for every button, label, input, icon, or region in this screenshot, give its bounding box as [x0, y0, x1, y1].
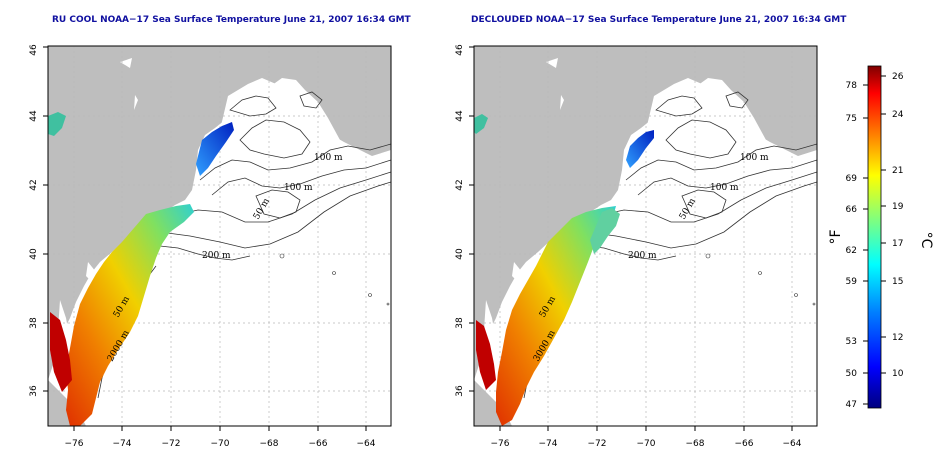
- contour-label: 100 m: [740, 153, 769, 163]
- contour-label: 100 m: [710, 183, 739, 193]
- y-tick-label: 42: [455, 179, 465, 190]
- celsius-tick: 26: [892, 72, 904, 82]
- left-map-panel: 100 m 100 m 50 m 200 m 50 m 2000 m RU CO…: [29, 15, 412, 449]
- fahrenheit-tick: 75: [846, 114, 857, 124]
- x-tick-label: −68: [686, 439, 705, 449]
- y-tick-label: 36: [455, 385, 465, 397]
- x-tick-label: −76: [491, 439, 510, 449]
- right-map-content: 100 m 100 m 50 m 200 m 50 m 3000 m: [474, 46, 817, 426]
- contour-label: 200 m: [202, 251, 231, 261]
- x-tick-label: −68: [260, 439, 279, 449]
- sst-data-swath: [66, 204, 194, 426]
- left-y-axis: 36 38 40 42 44 46: [29, 44, 48, 397]
- x-tick-label: −64: [783, 439, 802, 449]
- x-tick-label: −66: [309, 439, 328, 449]
- x-tick-label: −66: [735, 439, 754, 449]
- celsius-unit-label: °C: [918, 232, 934, 249]
- fahrenheit-tick: 53: [846, 337, 857, 347]
- x-tick-label: −72: [162, 439, 181, 449]
- x-tick-label: −70: [211, 439, 230, 449]
- celsius-tick: 17: [892, 239, 903, 249]
- fahrenheit-unit-label: °F: [828, 229, 844, 244]
- celsius-tick: 12: [892, 333, 903, 343]
- y-tick-label: 40: [29, 248, 39, 260]
- celsius-tick: 24: [892, 110, 904, 120]
- y-tick-label: 46: [455, 44, 465, 56]
- contour-label: 200 m: [628, 251, 657, 261]
- north-sst-patch: [48, 112, 66, 136]
- celsius-tick: 21: [892, 166, 903, 176]
- left-panel-title: RU COOL NOAA−17 Sea Surface Temperature …: [52, 15, 412, 25]
- celsius-tick: 19: [892, 202, 904, 212]
- celsius-tick: 10: [892, 369, 904, 379]
- celsius-tick: 15: [892, 277, 903, 287]
- y-tick-label: 36: [29, 385, 39, 397]
- colorbar-scale: [867, 65, 882, 409]
- gulf-of-maine-sst: [196, 122, 234, 176]
- x-tick-label: −64: [357, 439, 376, 449]
- right-y-axis: 36 38 40 42 44 46: [455, 44, 474, 397]
- contour-label: 100 m: [284, 183, 313, 193]
- chesapeake-sst: [476, 320, 496, 390]
- y-tick-label: 40: [455, 248, 465, 260]
- y-tick-label: 38: [29, 317, 39, 329]
- north-sst-patch: [474, 114, 488, 134]
- left-x-axis: −76 −74 −72 −70 −68 −66 −64: [65, 426, 376, 449]
- right-panel-title: DECLOUDED NOAA−17 Sea Surface Temperatur…: [471, 15, 847, 25]
- y-tick-label: 44: [29, 110, 39, 122]
- gulf-of-maine-sst: [626, 130, 654, 168]
- left-map-content: 100 m 100 m 50 m 200 m 50 m 2000 m: [48, 46, 391, 426]
- fahrenheit-tick: 62: [846, 246, 857, 256]
- right-x-axis: −76 −74 −72 −70 −68 −66 −64: [491, 426, 802, 449]
- y-tick-label: 38: [455, 317, 465, 329]
- fahrenheit-tick: 50: [846, 369, 858, 379]
- colorbar: 78 75 69 66 62 59 53 50 47 26 24 21 19 1…: [828, 65, 934, 410]
- x-tick-label: −76: [65, 439, 84, 449]
- x-tick-label: −70: [637, 439, 656, 449]
- fahrenheit-tick: 59: [846, 277, 858, 287]
- y-tick-label: 42: [29, 179, 39, 190]
- chesapeake-sst: [50, 312, 72, 392]
- fahrenheit-tick: 78: [846, 81, 858, 91]
- x-tick-label: −74: [113, 439, 132, 449]
- y-tick-label: 46: [29, 44, 39, 56]
- fahrenheit-tick: 66: [846, 205, 858, 215]
- sst-patch: [590, 208, 620, 254]
- x-tick-label: −72: [588, 439, 607, 449]
- x-tick-label: −74: [539, 439, 558, 449]
- y-tick-label: 44: [455, 110, 465, 122]
- contour-label: 100 m: [314, 153, 343, 163]
- sst-data-swath: [496, 206, 616, 426]
- right-map-panel: 100 m 100 m 50 m 200 m 50 m 3000 m DECLO…: [455, 15, 847, 449]
- fahrenheit-tick: 47: [846, 400, 857, 410]
- fahrenheit-tick: 69: [846, 174, 858, 184]
